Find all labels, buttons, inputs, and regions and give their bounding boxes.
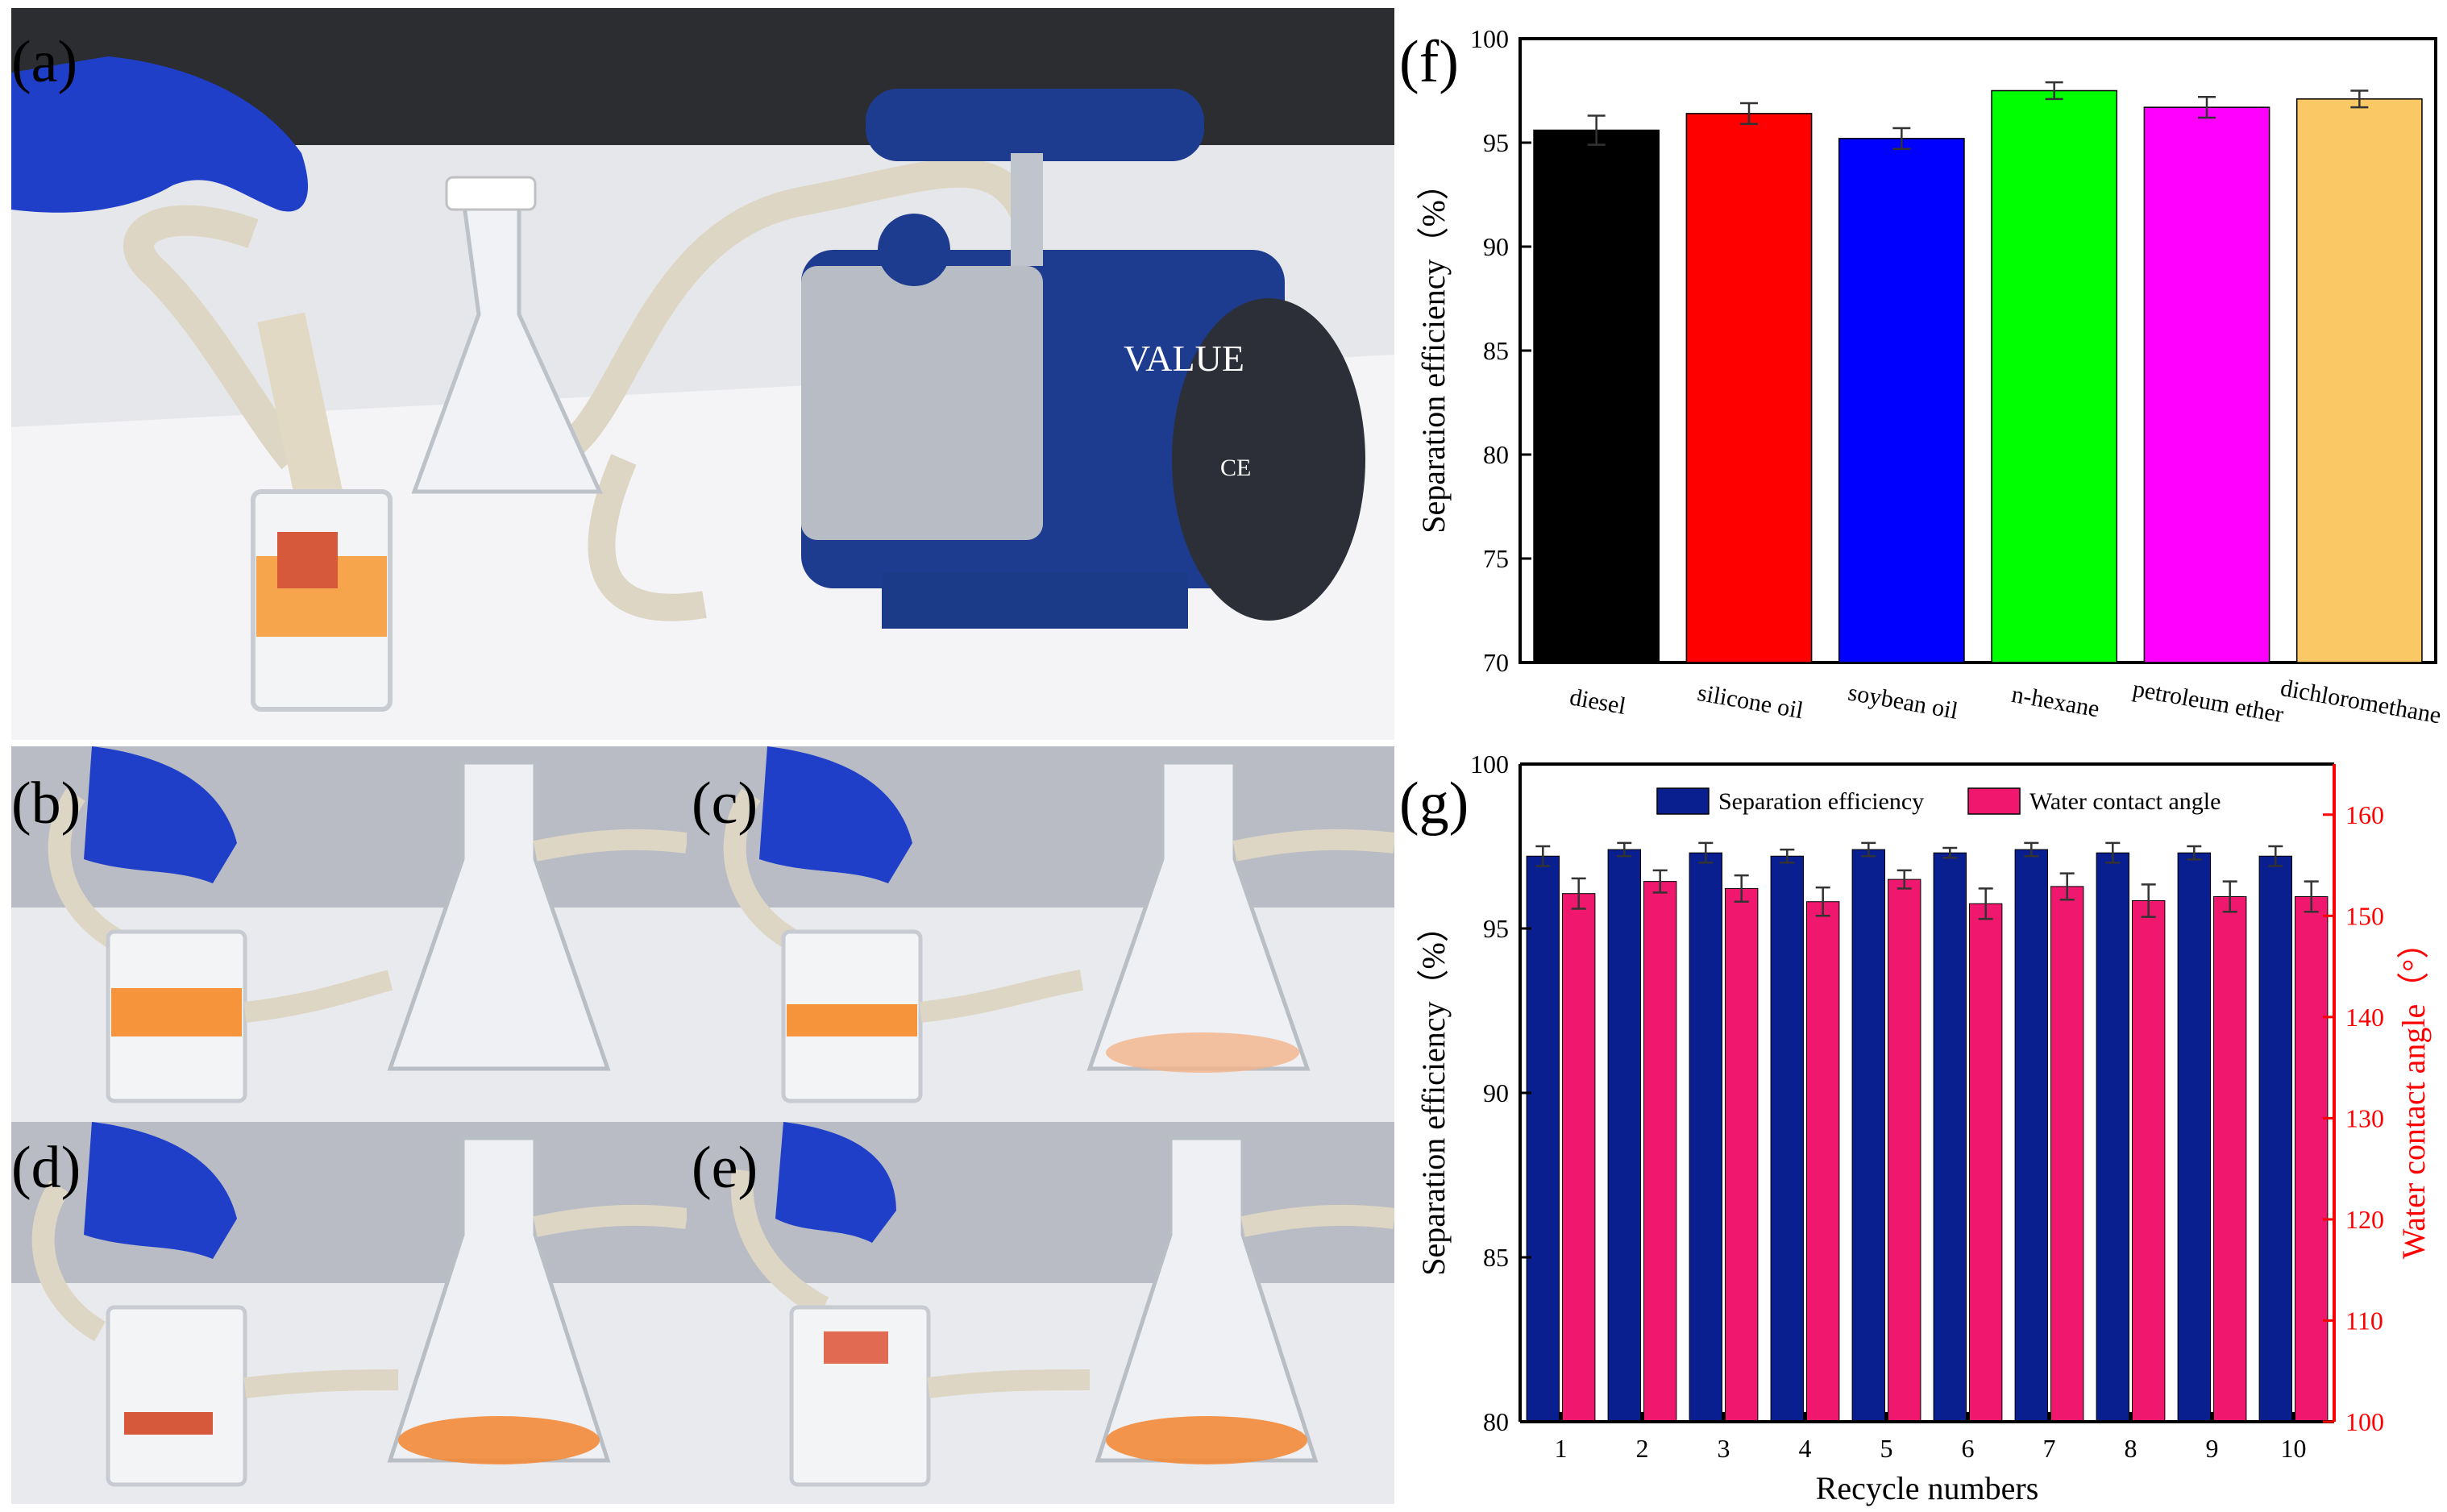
y2-tick-label: 150	[2345, 901, 2384, 930]
x-tick-label: 3	[1718, 1434, 1730, 1463]
bar-silicone-oil	[1685, 113, 1813, 663]
pump-brand-text: VALUE	[1124, 338, 1244, 379]
y-tick-label: 80	[1483, 440, 1509, 469]
bar-n-hexane	[1991, 89, 2118, 663]
y2-axis-label: Water contact angle（°）	[2395, 927, 2432, 1260]
bar-separation-efficiency-2	[1607, 849, 1642, 1423]
y-tick-label: 95	[1483, 128, 1509, 157]
y2-tick-label: 100	[2345, 1407, 2384, 1436]
x-tick-label: 8	[2125, 1434, 2137, 1463]
x-tick-label: petroleum ether	[2131, 675, 2286, 728]
bar-soybean-oil	[1838, 138, 1965, 663]
chart-g: 1 2 3 4 5 6 7 8 9 10 80 85 90 95 100 100 110 120 130 140 150…	[1415, 750, 2432, 1506]
photo-c-illustration	[687, 746, 1394, 1122]
bar-diesel	[1533, 129, 1660, 663]
x-axis-label: Recycle numbers	[1816, 1470, 2039, 1506]
y2-tick-label: 120	[2345, 1205, 2384, 1234]
photo-panel-b	[11, 746, 687, 1122]
panel-label-g: (g)	[1399, 771, 1469, 837]
bar-separation-efficiency-1	[1526, 855, 1560, 1423]
y-tick-label: 90	[1483, 1078, 1509, 1107]
y-tick-label: 85	[1483, 1243, 1509, 1272]
y-tick-label: 75	[1483, 544, 1509, 573]
y-tick-label: 90	[1483, 232, 1509, 261]
x-tick-label: n-hexane	[2009, 681, 2101, 723]
bar-dichloromethane	[2295, 98, 2423, 663]
bar-water-contact-angle-6	[1969, 903, 2003, 1423]
y-axis-label: Separation efficiency（%）	[1415, 168, 1452, 534]
y2-tick-label: 140	[2345, 1003, 2384, 1032]
photo-panel-c	[687, 746, 1394, 1122]
x-tick-label: 2	[1636, 1434, 1649, 1463]
photo-a-illustration: VALUE CE	[11, 8, 1394, 740]
y-tick-label: 85	[1483, 336, 1509, 365]
x-tick-label: 9	[2206, 1434, 2219, 1463]
photo-b-illustration	[11, 746, 687, 1122]
x-tick-label: 6	[1962, 1434, 1975, 1463]
panel-label-c: (c)	[692, 771, 758, 837]
bar-water-contact-angle-9	[2213, 895, 2247, 1423]
bar-water-contact-angle-10	[2295, 895, 2329, 1423]
panel-label-d: (d)	[11, 1135, 81, 1201]
bar-water-contact-angle-5	[1888, 879, 1921, 1423]
y-tick-label: 80	[1483, 1407, 1509, 1436]
photo-e-illustration	[687, 1122, 1394, 1504]
bar-petroleum-ether	[2143, 106, 2270, 663]
bar-water-contact-angle-1	[1562, 893, 1596, 1423]
legend-label-separation-efficiency: Separation efficiency	[1718, 788, 1924, 815]
photo-panel-e	[687, 1122, 1394, 1504]
y2-tick-label: 130	[2345, 1103, 2384, 1132]
x-tick-label: 7	[2043, 1434, 2056, 1463]
x-tick-label: 5	[1880, 1434, 1893, 1463]
y-tick-label: 95	[1483, 914, 1509, 943]
y2-tick-label: 160	[2345, 800, 2384, 829]
legend-swatch-water-contact-angle	[1967, 787, 2021, 815]
bar-separation-efficiency-6	[1933, 852, 1967, 1423]
x-tick-label: silicone oil	[1696, 679, 1805, 725]
bar-separation-efficiency-9	[2177, 852, 2211, 1423]
photo-panel-a: VALUE CE	[11, 8, 1394, 740]
legend-swatch-separation-efficiency	[1656, 787, 1710, 815]
panel-label-a: (a)	[11, 29, 78, 95]
panel-label-b: (b)	[11, 771, 81, 837]
panel-label-f: (f)	[1399, 29, 1459, 95]
y-tick-label: 70	[1483, 648, 1509, 677]
bar-water-contact-angle-3	[1725, 887, 1759, 1423]
bar-separation-efficiency-7	[2014, 849, 2048, 1423]
y-axis-label: Separation efficiency（%）	[1415, 910, 1452, 1276]
pump-ce-text: CE	[1220, 455, 1251, 481]
bar-water-contact-angle-4	[1806, 901, 1840, 1423]
bar-water-contact-angle-2	[1643, 881, 1677, 1423]
bar-water-contact-angle-8	[2132, 899, 2166, 1423]
bar-separation-efficiency-4	[1770, 855, 1805, 1423]
x-tick-label: 1	[1555, 1434, 1568, 1463]
chart-f: 70 75 80 85 90 95 100 Separation efficiency（%） d…	[1415, 24, 2443, 729]
panel-label-e: (e)	[692, 1135, 758, 1201]
bar-separation-efficiency-10	[2258, 855, 2292, 1423]
x-tick-label: 10	[2281, 1434, 2307, 1463]
photo-panel-d	[11, 1122, 687, 1504]
bar-water-contact-angle-7	[2050, 886, 2084, 1423]
y-tick-label: 100	[1470, 750, 1509, 779]
bar-separation-efficiency-8	[2096, 852, 2129, 1423]
x-tick-label: soybean oil	[1846, 679, 1959, 724]
x-tick-label: diesel	[1568, 683, 1628, 720]
bar-separation-efficiency-5	[1851, 849, 1885, 1423]
y2-tick-label: 110	[2345, 1306, 2383, 1335]
photo-d-illustration	[11, 1122, 687, 1504]
y-tick-label: 100	[1470, 24, 1509, 53]
bar-separation-efficiency-3	[1689, 852, 1723, 1423]
legend-label-water-contact-angle: Water contact angle	[2029, 788, 2221, 815]
x-tick-label: dichloromethane	[2279, 675, 2443, 729]
x-tick-label: 4	[1799, 1434, 1812, 1463]
